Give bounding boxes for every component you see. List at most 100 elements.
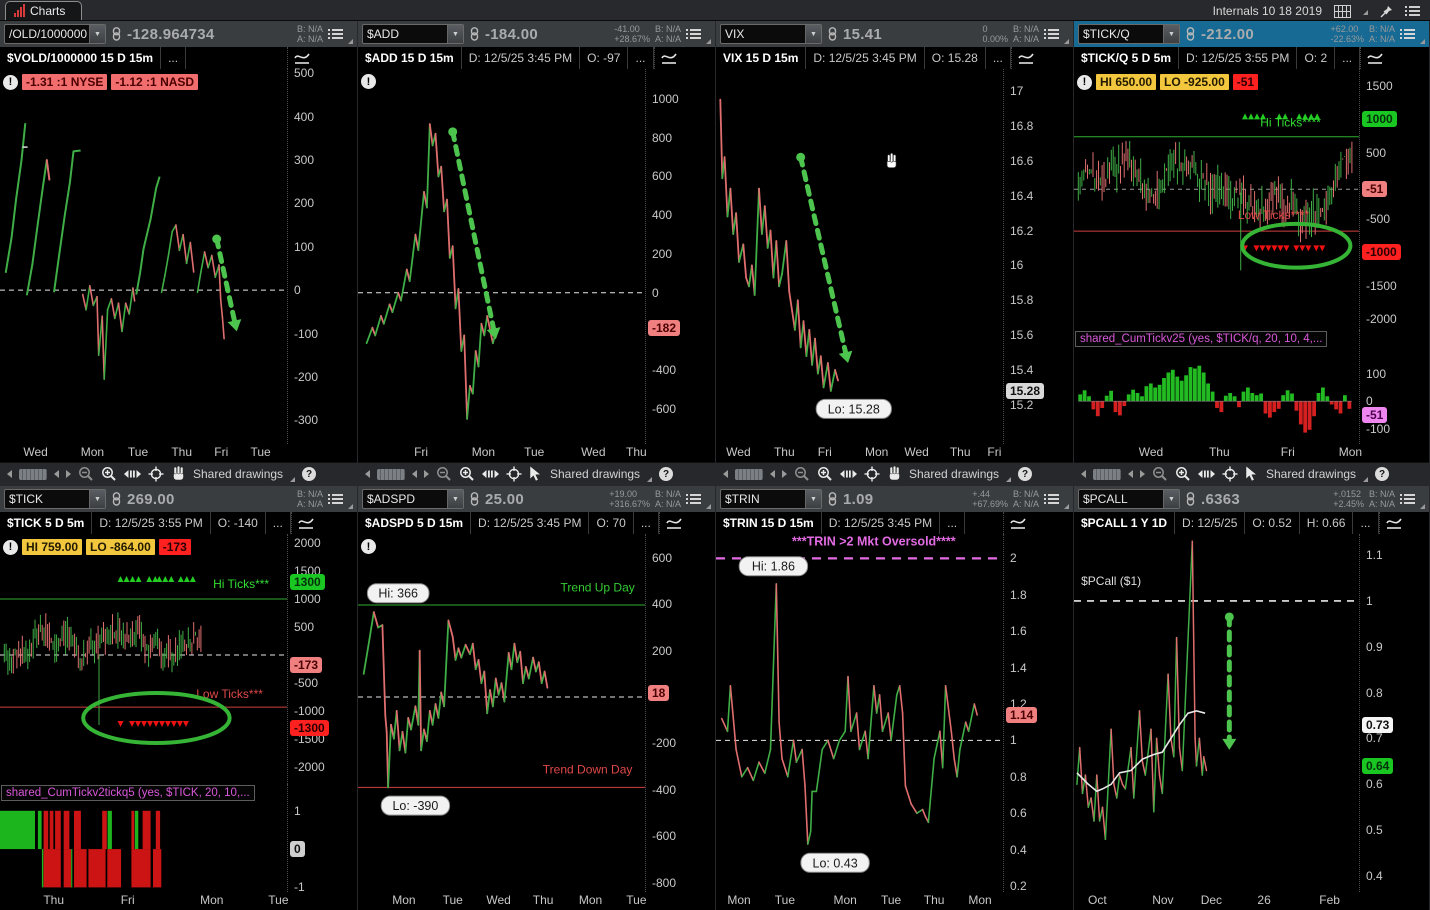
price-axis[interactable]: 2 1.8 1.6 1.4 1.2 1 0.8 0.6 0.4 0.2 1.14 (1003, 534, 1073, 893)
panel-menu-icon[interactable] (1044, 493, 1059, 505)
plot-area[interactable]: Hi Ticks*** Low Ticks***! HI 759.00 LO -864… (0, 534, 287, 784)
crosshair-icon[interactable] (1222, 466, 1238, 482)
hand-cursor-icon[interactable] (887, 466, 902, 482)
trend-arrow-annotation[interactable] (448, 127, 501, 340)
chart-canvas[interactable]: Hi Ticks*** Low Ticks*** (0, 534, 287, 784)
chart-canvas[interactable]: Trend Up Day Trend Down Day Hi: 366 Lo: -39… (358, 534, 645, 892)
chevron-down-icon[interactable]: ▼ (89, 25, 105, 43)
plot-area[interactable]: $PCall ($1) (1074, 534, 1359, 892)
chart-style-icon[interactable] (1018, 51, 1034, 65)
zoom-in-icon[interactable] (101, 466, 117, 482)
link-icon[interactable] (469, 492, 480, 506)
zoom-in-icon[interactable] (459, 466, 475, 482)
scroll-right-icon[interactable] (782, 470, 787, 478)
scroll-right-icon[interactable] (66, 470, 71, 478)
time-axis[interactable]: Oct Nov Dec 26 Feb (1074, 892, 1429, 910)
scroll-left-icon[interactable] (1128, 470, 1133, 478)
crosshair-icon[interactable] (506, 466, 522, 482)
chevron-down-icon[interactable]: ▼ (89, 490, 105, 508)
crosshair-icon[interactable] (148, 466, 164, 482)
scroll-left-icon[interactable] (723, 470, 728, 478)
chevron-down-icon[interactable]: ▼ (1163, 490, 1179, 508)
zoom-in-icon[interactable] (1175, 466, 1191, 482)
pan-icon[interactable] (1198, 467, 1215, 481)
chart-canvas[interactable] (0, 784, 287, 892)
panel-menu-icon[interactable] (328, 493, 343, 505)
pan-icon[interactable] (840, 467, 857, 481)
trend-arrow-annotation[interactable] (212, 234, 242, 332)
chart-canvas[interactable]: $PCall ($1) (1074, 534, 1359, 892)
symbol-input[interactable]: /OLD/1000000 ▼ (4, 24, 106, 44)
pan-icon[interactable] (124, 467, 141, 481)
chart-style-icon[interactable] (1010, 516, 1026, 530)
time-axis[interactable]: Fri Mon Tue Wed Thu (358, 444, 715, 462)
chart-canvas[interactable] (0, 69, 287, 444)
symbol-input[interactable]: $PCALL ▼ (1078, 489, 1180, 509)
panel-menu-icon[interactable] (1400, 493, 1415, 505)
price-axis[interactable]: 1500 500 -500 -1500 -2000 1000 -51 -1000 (1359, 69, 1429, 331)
time-axis[interactable]: Thu Fri Mon Tue (0, 892, 357, 910)
price-axis[interactable]: 1000 800 600 400 200 0 -400 -600 -182 (645, 69, 715, 444)
time-axis[interactable]: Wed Thu Fri Mon (1074, 444, 1429, 462)
link-icon[interactable] (827, 27, 838, 41)
study-label[interactable]: shared_CumTickv25 (yes, $TICK/q, 20, 10,… (1075, 331, 1328, 348)
ellipse-annotation[interactable] (1240, 221, 1353, 270)
shared-drawings-button[interactable]: Shared drawings (1266, 467, 1357, 481)
zoom-in-icon[interactable] (817, 466, 833, 482)
help-icon[interactable]: ? (1018, 467, 1033, 481)
panel-menu-icon[interactable] (686, 28, 701, 40)
help-icon[interactable]: ? (302, 467, 317, 481)
shared-drawings-button[interactable]: Shared drawings (909, 467, 1000, 481)
symbol-input[interactable]: VIX ▼ (720, 24, 822, 44)
study-label[interactable]: shared_CumTickv2tickq5 (yes, $TICK, 20, … (1, 785, 255, 801)
price-axis[interactable]: 17 16.8 16.6 16.4 16.2 16 15.8 15.6 15.4 15.2 15.2… (1003, 69, 1073, 444)
alert-icon[interactable]: ! (1077, 74, 1092, 90)
chart-canvas[interactable]: Lo: 15.28 (716, 69, 1003, 444)
chevron-down-icon[interactable]: ▼ (447, 25, 463, 43)
scrollbar-thumb[interactable] (1093, 468, 1121, 480)
tab-charts[interactable]: Charts (5, 1, 83, 20)
chart-style-icon[interactable] (294, 51, 310, 65)
link-icon[interactable] (111, 492, 122, 506)
zoom-out-icon[interactable] (794, 466, 810, 482)
price-axis[interactable]: 1 -1 0 (287, 784, 357, 894)
symbol-input[interactable]: $ADD ▼ (362, 24, 464, 44)
chart-canvas[interactable] (358, 69, 645, 444)
scrollbar-thumb[interactable] (377, 468, 405, 480)
alert-icon[interactable]: ! (361, 539, 376, 554)
scroll-left-icon[interactable] (412, 470, 417, 478)
link-icon[interactable] (111, 27, 122, 41)
time-axis[interactable]: Mon Tue Mon Tue Thu Mon (716, 892, 1073, 910)
zoom-out-icon[interactable] (78, 466, 94, 482)
plot-area[interactable]: Lo: 15.28 (716, 69, 1003, 444)
chart-canvas[interactable] (1074, 330, 1359, 444)
shared-drawings-button[interactable]: Shared drawings (193, 467, 284, 481)
zoom-out-icon[interactable] (436, 466, 452, 482)
scrollbar-thumb[interactable] (19, 468, 47, 480)
hand-cursor-icon[interactable] (171, 466, 186, 482)
plot-area[interactable]: ! (358, 69, 645, 444)
scrollbar-thumb[interactable] (735, 468, 763, 480)
price-axis[interactable]: 100 0 -100 -51 (1359, 330, 1429, 444)
scroll-right-icon[interactable] (1140, 470, 1145, 478)
chart-canvas[interactable]: Hi Ticks**** Low Ticks**** (1074, 69, 1359, 330)
symbol-input[interactable]: $TICK/Q ▼ (1078, 24, 1180, 44)
crosshair-icon[interactable] (864, 466, 880, 482)
alert-icon[interactable]: ! (3, 539, 18, 555)
link-icon[interactable] (469, 27, 480, 41)
pointer-cursor-icon[interactable] (529, 466, 543, 482)
chart-style-icon[interactable] (660, 51, 677, 65)
scroll-right-icon[interactable] (424, 470, 429, 478)
plot-area[interactable]: Hi Ticks**** Low Ticks****! HI 650.00 LO -9… (1074, 69, 1359, 331)
chart-canvas[interactable]: ***TRIN >2 Mkt Oversold**** Hi: 1.86 Lo: 0… (716, 534, 1003, 892)
panel-menu-icon[interactable] (328, 28, 343, 40)
trend-arrow-annotation[interactable] (796, 152, 853, 364)
shared-drawings-button[interactable]: Shared drawings (550, 467, 641, 481)
symbol-input[interactable]: $ADSPD ▼ (362, 489, 464, 509)
time-axis[interactable]: Mon Tue Wed Thu Mon Tue (358, 892, 715, 910)
trend-arrow-annotation[interactable] (1222, 612, 1237, 750)
alert-icon[interactable]: ! (3, 74, 18, 90)
plot-area[interactable]: shared_CumTickv25 (yes, $TICK/q, 20, 10,… (1074, 330, 1359, 444)
plot-area[interactable]: ***TRIN >2 Mkt Oversold**** Hi: 1.86 Lo: 0… (716, 534, 1003, 892)
scroll-left-icon[interactable] (7, 470, 12, 478)
